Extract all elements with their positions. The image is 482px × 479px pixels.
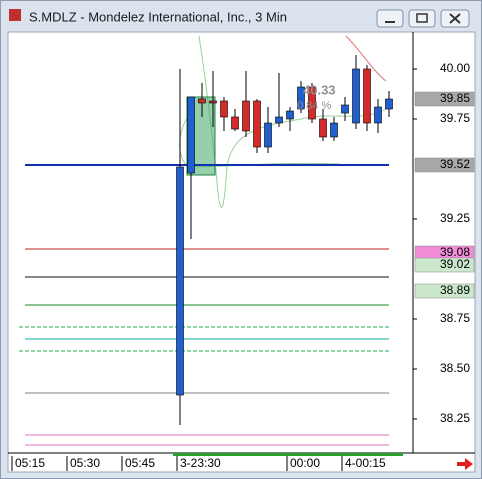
candle-body	[198, 98, 206, 104]
x-tick-label: 05:15	[15, 456, 45, 470]
price-label: 39.08	[440, 245, 470, 259]
x-tick-label: 3-23:30	[180, 456, 221, 470]
maximize-icon	[416, 13, 428, 23]
candle-body	[308, 86, 316, 120]
price-label-box	[414, 283, 475, 299]
price-label-box	[414, 257, 475, 273]
x-tick-label: 00:00	[290, 456, 320, 470]
candle-body	[385, 98, 393, 110]
candle-body	[253, 100, 261, 148]
y-tick-label: 38.25	[440, 411, 470, 425]
candle-body	[374, 106, 382, 124]
y-tick-label: 38.50	[440, 361, 470, 375]
annotation: 0.84 %	[297, 100, 331, 112]
y-tick-label: 38.75	[440, 311, 470, 325]
candle-body	[319, 118, 327, 138]
app-icon	[9, 9, 21, 21]
y-tick-label: 39.25	[440, 211, 470, 225]
annotation: 40.33	[303, 82, 336, 97]
y-tick-label: 40.00	[440, 61, 470, 75]
maximize-button[interactable]	[408, 9, 436, 28]
plot: 40.00 39.75 39.25 38.75 38.50 38.25 05:15 05:30…	[11, 55, 475, 471]
price-label-box	[414, 157, 475, 173]
candle-body	[264, 122, 272, 148]
candle-body	[231, 116, 239, 130]
window-title: S.MDLZ - Mondelez International, Inc., 3…	[29, 9, 287, 24]
x-tick-label: 05:30	[70, 456, 100, 470]
price-label: 39.02	[440, 257, 470, 271]
x-tick-label: 4-00:15	[345, 456, 386, 470]
candle-body	[297, 86, 305, 110]
candle-body	[209, 100, 217, 104]
candle-body	[286, 110, 294, 120]
price-label: 39.52	[440, 157, 470, 171]
minimize-button[interactable]	[376, 9, 404, 28]
candle-body	[352, 68, 360, 124]
candle-body	[242, 100, 250, 132]
scroll-arrow[interactable]	[457, 458, 473, 470]
session-bar	[173, 453, 403, 456]
window-buttons[interactable]	[376, 9, 470, 28]
candle-body	[275, 116, 283, 124]
candle-body	[363, 68, 371, 124]
candle-body	[187, 96, 195, 174]
y-tick-label: 39.75	[440, 111, 470, 125]
price-label-box	[414, 91, 475, 107]
candle-body	[176, 166, 184, 396]
price-label: 39.85	[440, 91, 470, 105]
x-tick-label: 05:45	[125, 456, 155, 470]
close-icon	[449, 13, 461, 24]
candle-body	[330, 122, 338, 138]
candle-body	[220, 100, 228, 118]
price-label: 38.89	[440, 283, 470, 297]
chart-area	[7, 31, 476, 473]
band-line	[345, 35, 387, 82]
candle-body	[341, 104, 349, 114]
